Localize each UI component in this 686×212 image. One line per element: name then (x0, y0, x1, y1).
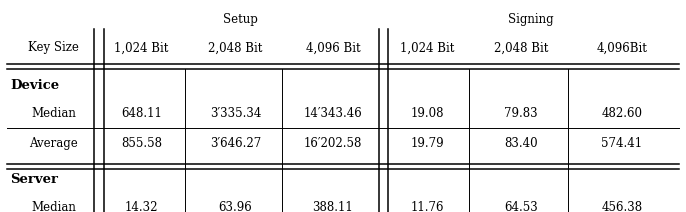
Text: Average: Average (29, 137, 78, 150)
Text: 11.76: 11.76 (410, 201, 444, 212)
Text: Setup: Setup (223, 13, 258, 26)
Text: Key Size: Key Size (29, 41, 80, 54)
Text: 1,024 Bit: 1,024 Bit (114, 41, 169, 54)
Text: 3′646.27: 3′646.27 (210, 137, 261, 150)
Text: 14′343.46: 14′343.46 (303, 107, 362, 120)
Text: 4,096Bit: 4,096Bit (597, 41, 648, 54)
Text: 16′202.58: 16′202.58 (304, 137, 362, 150)
Text: Median: Median (32, 107, 76, 120)
Text: 388.11: 388.11 (313, 201, 353, 212)
Text: 14.32: 14.32 (125, 201, 158, 212)
Text: 456.38: 456.38 (602, 201, 643, 212)
Text: Device: Device (10, 79, 60, 92)
Text: 83.40: 83.40 (504, 137, 538, 150)
Text: Median: Median (32, 201, 76, 212)
Text: 63.96: 63.96 (219, 201, 252, 212)
Text: 64.53: 64.53 (504, 201, 538, 212)
Text: Server: Server (10, 173, 58, 186)
Text: 19.79: 19.79 (410, 137, 444, 150)
Text: 855.58: 855.58 (121, 137, 162, 150)
Text: 2,048 Bit: 2,048 Bit (209, 41, 263, 54)
Text: 3′335.34: 3′335.34 (210, 107, 261, 120)
Text: 19.08: 19.08 (410, 107, 444, 120)
Text: 648.11: 648.11 (121, 107, 162, 120)
Text: 79.83: 79.83 (504, 107, 538, 120)
Text: 2,048 Bit: 2,048 Bit (494, 41, 548, 54)
Text: Signing: Signing (508, 13, 554, 26)
Text: 574.41: 574.41 (602, 137, 643, 150)
Text: 1,024 Bit: 1,024 Bit (400, 41, 454, 54)
Text: 482.60: 482.60 (602, 107, 643, 120)
Text: 4,096 Bit: 4,096 Bit (305, 41, 360, 54)
